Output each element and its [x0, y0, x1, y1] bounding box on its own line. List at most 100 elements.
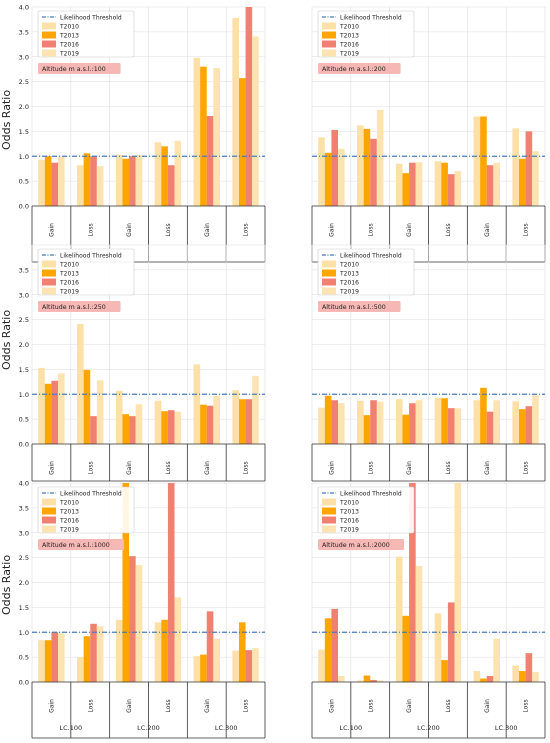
- bar-T2019-5: [493, 400, 500, 444]
- y-tick-label: 4.0: [19, 480, 29, 488]
- legend-label: T2019: [339, 51, 359, 58]
- y-tick-label: 0.5: [19, 654, 29, 662]
- bar-T2010-1: [38, 159, 45, 206]
- y-tick-label: 0.0: [19, 441, 29, 449]
- bar-T2019-2: [96, 166, 104, 206]
- bar-T2013-5: [200, 404, 207, 444]
- legend-label: T2013: [59, 509, 79, 516]
- legend-swatch-T2016: [42, 516, 56, 524]
- bar-T2013-2: [363, 415, 371, 444]
- bar-T2016-3: [409, 483, 416, 682]
- bar-T2016-6: [525, 653, 533, 682]
- bar-T2010-4: [154, 400, 162, 444]
- chart-panels: 0.0 0.5 1.0 1.5 2.0 2.5 3.0 3.5 4.0 Gain Loss Gain L…: [19, 4, 546, 739]
- bar-T2010-5: [473, 400, 481, 444]
- category-label: Gain: [204, 223, 211, 237]
- y-tick-label: 0.5: [19, 178, 29, 186]
- legend-swatch-T2016: [42, 40, 56, 48]
- y-tick-label: 2.5: [19, 316, 29, 324]
- category-label: Loss: [445, 223, 452, 236]
- legend-swatch-T2010: [322, 498, 336, 506]
- bar-T2019-3: [415, 566, 423, 682]
- bar-T2019-3: [135, 154, 143, 206]
- bar-T2016-5: [486, 411, 494, 444]
- bar-T2016-6: [525, 131, 533, 206]
- category-label: Gain: [126, 461, 133, 475]
- chart-panel-5: 0.0 0.5 1.0 1.5 2.0 2.5 3.0 3.5 4.0 Gain Loss Gain L…: [19, 480, 266, 739]
- bar-T2013-6: [518, 409, 526, 444]
- bar-T2016-1: [51, 632, 59, 682]
- bar-T2010-3: [395, 163, 403, 206]
- legend-swatch-T2013: [42, 31, 56, 39]
- bar-T2013-1: [324, 152, 332, 206]
- category-label: Loss: [367, 699, 374, 712]
- legend-box: [37, 10, 135, 58]
- altitude-box: [38, 63, 121, 74]
- altitude-label: Altitude m a.s.l.:500: [322, 304, 386, 311]
- bar-T2013-3: [122, 483, 130, 682]
- y-tick-label: 0.5: [19, 416, 29, 424]
- bar-T2016-5: [486, 676, 494, 682]
- bar-T2010-2: [77, 165, 84, 206]
- altitude-label: Altitude m a.s.l.:1000: [42, 542, 110, 549]
- bar-T2019-3: [135, 404, 143, 444]
- y-tick-label: 1.0: [19, 629, 29, 637]
- bar-T2010-2: [357, 125, 364, 206]
- legend-label: T2010: [59, 500, 79, 507]
- bar-T2013-1: [44, 156, 52, 206]
- chart-panel-6: Gain Loss Gain Loss Gain Loss LC.100 LC.200 LC.3…: [311, 482, 546, 739]
- y-tick-label: 2.0: [19, 103, 29, 111]
- bar-T2010-6: [232, 390, 239, 444]
- bar-T2010-3: [395, 399, 403, 444]
- category-label: Loss: [243, 223, 250, 236]
- category-label: Loss: [523, 699, 530, 712]
- bar-T2019-2: [376, 401, 384, 444]
- y-tick-label: 2.5: [19, 78, 29, 86]
- bar-T2016-2: [370, 138, 377, 206]
- bar-T2019-4: [174, 411, 182, 444]
- bar-T2013-6: [238, 399, 246, 444]
- legend-label: T2019: [59, 289, 79, 296]
- bar-T2010-4: [434, 613, 442, 682]
- bar-T2019-4: [174, 597, 182, 682]
- bar-T2010-6: [512, 128, 519, 206]
- category-label: Gain: [204, 699, 211, 713]
- bar-T2010-2: [357, 400, 364, 444]
- legend-label: T2016: [59, 42, 79, 49]
- bar-T2010-3: [115, 390, 123, 444]
- bar-T2019-3: [415, 162, 423, 206]
- bar-T2010-6: [232, 650, 239, 682]
- bar-T2013-5: [200, 654, 207, 682]
- bar-T2019-6: [532, 151, 539, 206]
- legend-label: T2019: [339, 289, 359, 296]
- bar-T2013-6: [518, 158, 526, 206]
- bar-T2010-5: [193, 57, 201, 207]
- bar-T2019-2: [96, 380, 104, 444]
- bar-T2013-3: [402, 173, 410, 206]
- y-tick-label: 3.5: [19, 266, 29, 274]
- bar-T2013-4: [161, 146, 168, 206]
- y-tick-label: 1.5: [19, 604, 29, 612]
- altitude-label: Altitude m a.s.l.:250: [42, 304, 106, 311]
- bar-T2010-1: [318, 407, 325, 444]
- legend-swatch-T2019: [42, 525, 56, 533]
- legend-swatch-T2013: [322, 269, 336, 277]
- bar-T2019-3: [415, 400, 423, 444]
- bar-T2013-2: [363, 128, 371, 206]
- category-label: Loss: [523, 461, 530, 474]
- group-label: LC.200: [137, 724, 160, 732]
- legend-swatch-T2010: [42, 260, 56, 268]
- chart-panel-4: Gain Loss Gain Loss Gain Loss Likelihood Thres…: [311, 244, 546, 482]
- bar-T2010-5: [473, 116, 481, 206]
- bar-T2013-2: [363, 675, 371, 682]
- legend-label: T2016: [59, 518, 79, 525]
- bar-T2010-2: [77, 657, 84, 682]
- y-axis-labels: Odds Ratio Odds Ratio Odds Ratio: [0, 90, 13, 615]
- legend-label: Likelihood Threshold: [340, 15, 402, 22]
- bar-T2013-3: [122, 414, 130, 444]
- bar-T2010-2: [357, 680, 364, 682]
- bar-T2016-5: [206, 115, 214, 206]
- bar-T2019-6: [532, 395, 539, 444]
- category-label: Gain: [48, 223, 55, 237]
